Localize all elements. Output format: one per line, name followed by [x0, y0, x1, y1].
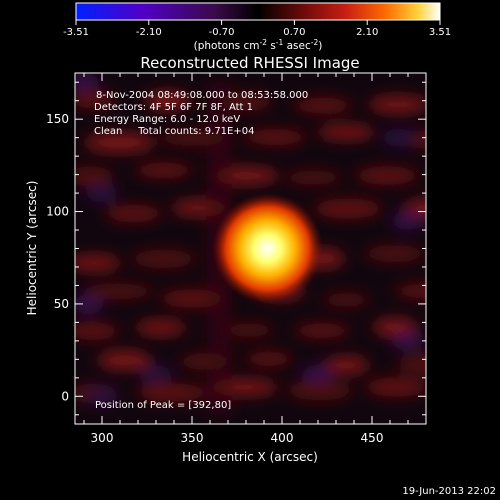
peak-position-label: Position of Peak = [392,80]	[95, 400, 231, 411]
annotation-clean: Clean Total counts: 9.71E+04	[94, 126, 254, 137]
x-axis-label: Heliocentric X (arcsec)	[182, 450, 318, 464]
x-tick-label: 350	[181, 431, 204, 445]
annotation-detectors: Detectors: 4F 5F 6F 7F 8F, Att 1	[94, 102, 253, 113]
annotation-energy: Energy Range: 6.0 - 12.0 keV	[94, 114, 240, 125]
colorbar	[75, 2, 441, 21]
x-tick-label: 400	[271, 431, 294, 445]
y-axis: 0 50 100 150	[46, 81, 426, 416]
y-axis-label: Heliocentric Y (arcsec)	[25, 181, 39, 316]
peak-source	[212, 193, 324, 304]
timestamp: 19-Jun-2013 22:02	[402, 486, 496, 497]
x-tick-label: 300	[91, 431, 114, 445]
colorbar-unit-label: (photons cm-2 s-1 asec-2)	[194, 38, 323, 52]
colorbar-tick-label: 3.51	[429, 27, 451, 38]
annotation-time-range: 8-Nov-2004 08:49:08.000 to 08:53:58.000	[96, 90, 308, 101]
colorbar-ticks: -3.51 -2.10 -0.70 0.70 2.10 3.51	[63, 20, 451, 38]
colorbar-tick-label: -2.10	[136, 27, 162, 38]
chart-title: Reconstructed RHESSI Image	[140, 54, 359, 72]
colorbar-tick-label: 2.10	[356, 27, 378, 38]
y-tick-label: 50	[54, 297, 69, 311]
y-tick-label: 150	[46, 112, 69, 126]
colorbar-tick-label: -3.51	[63, 27, 89, 38]
colorbar-tick-label: 0.70	[283, 27, 305, 38]
colorbar-tick-label: -0.70	[209, 27, 235, 38]
x-tick-label: 450	[361, 431, 384, 445]
y-tick-label: 0	[61, 389, 69, 403]
heatmap-area	[75, 73, 426, 424]
y-tick-label: 100	[46, 205, 69, 219]
x-axis: 300 350 400 450	[83, 73, 427, 445]
